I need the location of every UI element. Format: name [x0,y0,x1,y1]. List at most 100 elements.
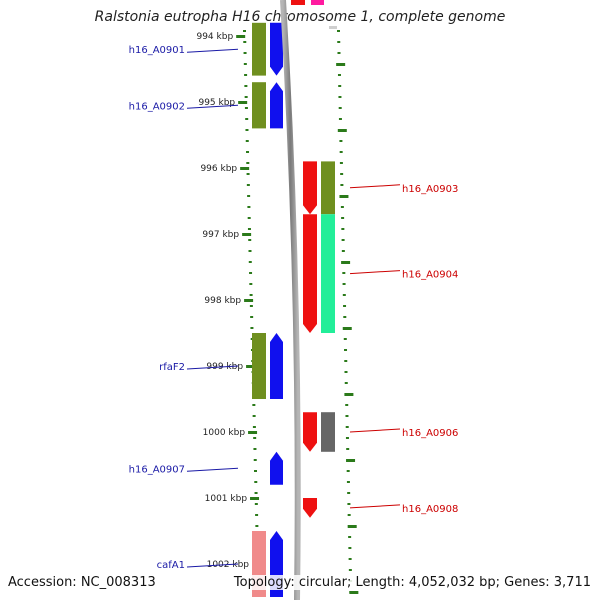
right-guide-dot [341,239,345,241]
right-guide-dot [345,437,349,439]
right-guide-dot [348,569,352,571]
label-leader-h16_A0904 [349,270,401,275]
major-tick-right [337,129,347,132]
right-guide-dot [340,206,344,208]
left-guide-dot [245,140,249,142]
gene-arrow-h16_A0903[interactable] [303,161,317,215]
left-guide-dot [250,327,254,329]
right-guide-dot [341,228,345,230]
right-guide-dot [348,558,352,560]
gene-arrow-h16_A0901[interactable] [270,22,283,76]
gene-arrow-rfaF2[interactable] [270,333,283,399]
label-leader-h16_A0902 [186,104,239,109]
right-guide-dot [338,85,342,87]
major-tick-right [346,459,356,462]
right-guide-dot [338,107,342,109]
right-guide-dot [337,41,341,43]
gene-block-rfaF2[interactable] [252,333,266,399]
right-guide-dot [346,470,350,472]
right-guide-dot [345,415,349,417]
gene-arrow-h16_A0902[interactable] [270,82,283,129]
tick-label: 1000 kbp [203,428,246,438]
gene-block-h16_A0903[interactable] [321,161,335,215]
left-guide-dot [252,415,256,417]
major-tick-left [246,365,256,368]
gene-arrow-h16_A0908[interactable] [303,498,317,518]
tick-label: 1001 kbp [205,494,248,504]
left-guide-dot [248,239,252,241]
right-guide-dot [346,481,350,483]
major-tick-right [341,261,351,264]
chromosome-backbone [280,0,301,600]
gene-block-h16_A0902[interactable] [252,82,266,129]
major-tick-left [242,233,252,236]
left-guide-dot [254,481,258,483]
gene-block-h16_A0906[interactable] [321,412,335,452]
left-guide-dot [253,437,257,439]
gene-label-h16_A0901[interactable]: h16_A0901 [129,45,185,56]
gene-arrow-h16_A0907[interactable] [270,451,283,485]
left-guide-dot [253,448,257,450]
left-guide-dot [246,162,250,164]
right-guide-dot [339,140,343,142]
left-guide-dot [254,492,258,494]
gene-label-h16_A0906[interactable]: h16_A0906 [402,428,458,439]
right-guide-dot [344,382,348,384]
gene-arrow-h16_A0904[interactable] [303,214,317,333]
major-tick-left [236,35,246,38]
gene-block-h16_A0901[interactable] [252,22,266,76]
gene-label-h16_A0908[interactable]: h16_A0908 [402,504,458,515]
right-guide-dot [344,360,348,362]
right-guide-dot [339,162,343,164]
gene-label-h16_A0904[interactable]: h16_A0904 [402,270,458,281]
left-guide-dot [245,118,249,120]
left-guide-dot [253,459,257,461]
gene-features: h16_A0901 h16_A0902 h16_A0903 h16_A0904 rfaF… [129,22,458,597]
right-guide-dot [342,272,346,274]
left-guide-dot [254,470,257,472]
right-guide-dot [347,514,351,516]
left-guide-dot [249,305,253,307]
gene-arrow-h16_A0906[interactable] [303,412,317,452]
major-tick-left [250,497,260,500]
left-guide-dot [247,217,251,219]
right-guide-dot [343,305,347,307]
right-guide-dot [338,118,342,120]
right-guide-dot [348,547,352,549]
right-guide-dot [344,371,348,373]
top-feature-magenta-edge[interactable] [311,0,324,5]
gene-label-h16_A0902[interactable]: h16_A0902 [129,101,185,112]
left-guide-dot [249,272,253,274]
right-guide-dot [342,294,346,296]
left-guide-dot [248,250,252,252]
right-guide-dot [343,316,347,318]
right-guide-dot [338,96,342,98]
right-guide-dot [337,52,341,54]
right-guide-dot [347,503,351,505]
right-guide-dot [341,217,345,219]
left-guide-dot [252,426,256,428]
major-tick-left [238,101,248,104]
tick-label: 998 kbp [204,296,241,306]
gene-block-h16_A0904[interactable] [321,214,335,333]
left-guide-dot [255,514,259,516]
gene-label-h16_A0907[interactable]: h16_A0907 [129,464,185,475]
major-tick-right [349,591,359,594]
top-feature-red-edge[interactable] [291,0,305,5]
left-guide-dot [246,173,250,175]
label-leader-h16_A0903 [349,184,401,189]
tick-label: 995 kbp [198,98,235,108]
left-guide-dot [248,261,252,263]
gene-label-cafA1[interactable]: cafA1 [157,560,185,571]
label-leader-h16_A0901 [186,48,239,53]
right-guide-dot [345,426,349,428]
left-guide-dot [243,41,247,43]
gene-label-h16_A0903[interactable]: h16_A0903 [402,184,458,195]
left-guide-dot [246,151,250,153]
label-leader-rfaF2 [186,365,239,370]
left-guide-dot [244,85,248,87]
gene-label-rfaF2[interactable]: rfaF2 [159,362,185,373]
left-guide-dot [250,316,254,318]
left-guide-dot [247,195,251,197]
